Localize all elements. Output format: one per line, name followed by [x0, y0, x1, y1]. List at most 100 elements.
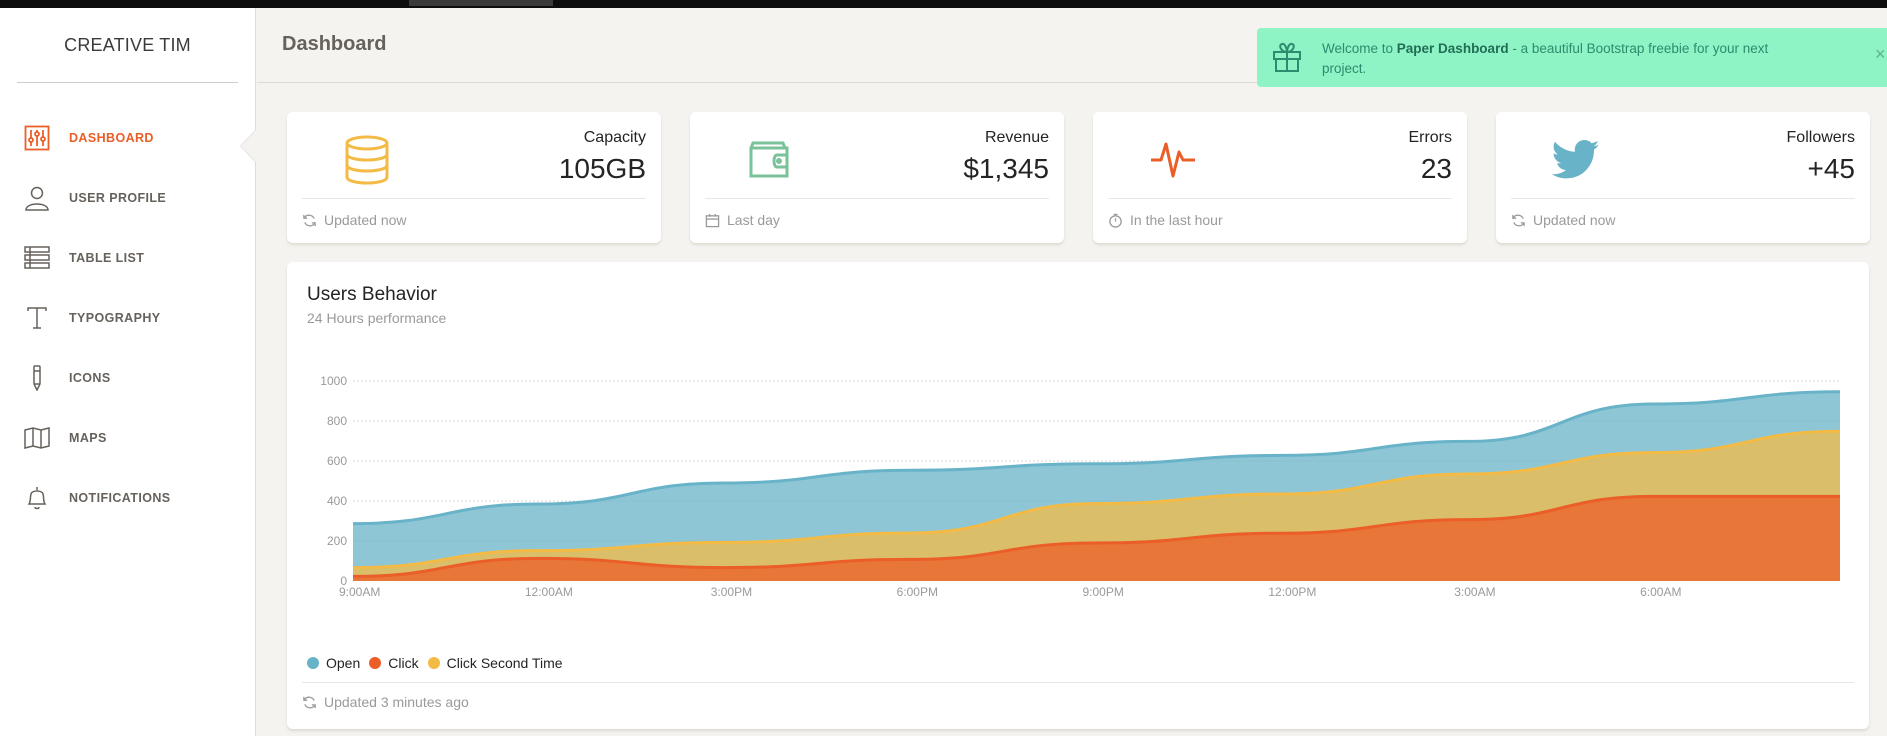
stat-title: Revenue [984, 129, 1049, 146]
legend-label: Click Second Time [446, 655, 563, 671]
y-tick-label: 0 [340, 574, 347, 588]
chart-divider [302, 682, 1854, 683]
x-tick-label: 9:00PM [1083, 585, 1124, 599]
y-tick-label: 800 [327, 414, 347, 428]
stat-title: Errors [1408, 129, 1452, 146]
stat-card-followers: Followers +45 Updated now [1496, 112, 1870, 243]
stat-footer: Last day [705, 212, 780, 228]
series-area-click [353, 496, 1840, 581]
sidebar-item-label: DASHBOARD [69, 131, 154, 145]
list-icon [23, 244, 51, 272]
notification-product-name: Paper Dashboard [1396, 41, 1509, 56]
series-line-click [352, 494, 1840, 578]
legend-dot-icon [427, 657, 440, 669]
stat-value: 23 [1420, 153, 1452, 184]
sidebar-item-icons[interactable]: ICONS [0, 358, 256, 398]
browser-top-strip [0, 0, 1887, 8]
stat-footer-text: Updated now [1533, 212, 1616, 228]
legend-item: Click [369, 655, 419, 671]
close-icon[interactable]: × [1875, 44, 1886, 64]
stat-value: $1,345 [963, 153, 1049, 184]
notification-suffix: - a beautiful Bootstrap freebie for your… [1322, 41, 1769, 76]
x-tick-label: 3:00PM [711, 585, 752, 599]
sidebar-item-label: USER PROFILE [69, 191, 167, 205]
y-tick-label: 200 [327, 534, 347, 548]
legend-label: Click [388, 655, 419, 671]
sidebar-item-table-list[interactable]: TABLE LIST [0, 238, 256, 278]
welcome-notification: Welcome to Paper Dashboard - a beautiful… [1257, 28, 1887, 87]
stat-card-revenue: Revenue $1,345 Last day [690, 112, 1064, 243]
notification-prefix: Welcome to [1322, 41, 1397, 56]
y-tick-label: 400 [327, 494, 347, 508]
reload-icon [302, 213, 317, 228]
legend-dot-icon [369, 657, 382, 669]
users-behavior-card: Users Behavior 24 Hours performance 0 200… [287, 262, 1869, 729]
reload-icon [1511, 213, 1526, 228]
bell-icon [23, 484, 51, 512]
x-tick-label: 9:00AM [339, 585, 380, 599]
pulse-icon [1145, 132, 1201, 188]
stat-footer: Updated now [302, 212, 407, 228]
sidebar-item-label: TYPOGRAPHY [69, 311, 161, 325]
chart-footer-text: Updated 3 minutes ago [324, 694, 469, 710]
browser-tab-indicator [409, 0, 553, 6]
sliders-icon [23, 124, 51, 152]
stat-title: Followers [1786, 129, 1855, 146]
sidebar-item-label: MAPS [69, 431, 107, 445]
stat-footer-text: Last day [727, 212, 780, 228]
x-tick-label: 12:00AM [525, 585, 573, 599]
stat-divider [302, 198, 646, 199]
sidebar-item-label: TABLE LIST [69, 251, 145, 265]
y-tick-label: 1000 [320, 374, 347, 388]
stat-card-capacity: Capacity 105GB Updated now [287, 112, 661, 243]
chart-subtitle: 24 Hours performance [307, 310, 447, 326]
calendar-icon [705, 213, 720, 228]
users-behavior-chart: 0 200 400 600 800 1000 9:00AM 12:00AM 3:00PM 6:00… [320, 374, 1841, 599]
sidebar-item-typography[interactable]: TYPOGRAPHY [0, 298, 256, 338]
chart-title: Users Behavior [307, 284, 437, 305]
x-tick-label: 12:00PM [1268, 585, 1316, 599]
database-icon [339, 132, 395, 188]
timer-icon [1108, 213, 1123, 228]
user-icon [23, 184, 51, 212]
legend-label: Open [326, 655, 361, 671]
sidebar-item-user-profile[interactable]: USER PROFILE [0, 178, 256, 218]
active-indicator-arrow [241, 130, 256, 162]
stat-divider [1108, 198, 1452, 199]
notification-message: Welcome to Paper Dashboard - a beautiful… [1322, 39, 1802, 79]
stat-footer: Updated now [1511, 212, 1616, 228]
reload-icon [302, 695, 317, 710]
series-line-click-second-time [352, 429, 1841, 570]
x-tick-label: 6:00AM [1640, 585, 1681, 599]
stat-footer-text: In the last hour [1130, 212, 1223, 228]
page-title[interactable]: Dashboard [282, 33, 387, 55]
stat-divider [1511, 198, 1855, 199]
text-icon [23, 304, 51, 332]
twitter-icon [1548, 132, 1604, 188]
sidebar-item-dashboard[interactable]: DASHBOARD [0, 118, 256, 158]
y-tick-label: 600 [327, 454, 347, 468]
stat-card-errors: Errors 23 In the last hour [1093, 112, 1467, 243]
stat-footer-text: Updated now [324, 212, 407, 228]
chart-legend: Open Click Click Second Time [307, 655, 572, 671]
sidebar-item-label: ICONS [69, 371, 111, 385]
stat-divider [705, 198, 1049, 199]
gift-icon [1271, 41, 1303, 78]
stat-title: Capacity [583, 129, 646, 146]
brand-logo-text[interactable]: CREATIVE TIM [17, 8, 238, 83]
legend-item: Open [307, 655, 360, 671]
series-line-open [352, 390, 1841, 526]
map-icon [23, 424, 51, 452]
page-header: Dashboard [257, 8, 1887, 83]
sidebar-item-maps[interactable]: MAPS [0, 418, 256, 458]
legend-dot-icon [307, 657, 319, 669]
x-tick-label: 3:00AM [1454, 585, 1495, 599]
x-tick-label: 6:00PM [897, 585, 938, 599]
pencil-icon [23, 364, 51, 392]
stat-value: +45 [1807, 153, 1856, 184]
stat-value: 105GB [558, 153, 646, 184]
wallet-icon [742, 132, 798, 188]
legend-item: Click Second Time [427, 655, 563, 671]
sidebar-item-label: NOTIFICATIONS [69, 491, 171, 505]
sidebar-item-notifications[interactable]: NOTIFICATIONS [0, 478, 256, 518]
